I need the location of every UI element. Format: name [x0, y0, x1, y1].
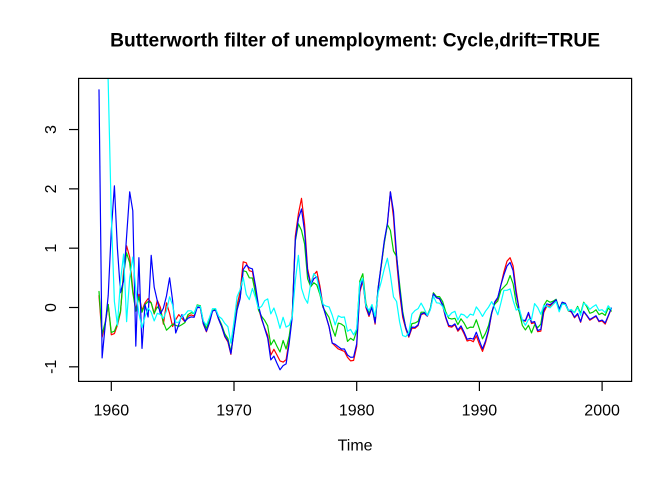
svg-text:1970: 1970 [216, 403, 252, 420]
svg-text:1990: 1990 [462, 403, 498, 420]
svg-text:-1: -1 [43, 360, 60, 374]
svg-text:2: 2 [43, 184, 60, 193]
svg-text:1: 1 [43, 244, 60, 253]
svg-text:Butterworth filter of unemploy: Butterworth filter of unemployment: Cycl… [110, 31, 600, 52]
svg-text:2000: 2000 [584, 403, 620, 420]
svg-text:1960: 1960 [94, 403, 130, 420]
svg-text:1980: 1980 [339, 403, 375, 420]
svg-text:3: 3 [43, 125, 60, 134]
svg-text:0: 0 [43, 303, 60, 312]
svg-text:Time: Time [338, 438, 373, 455]
